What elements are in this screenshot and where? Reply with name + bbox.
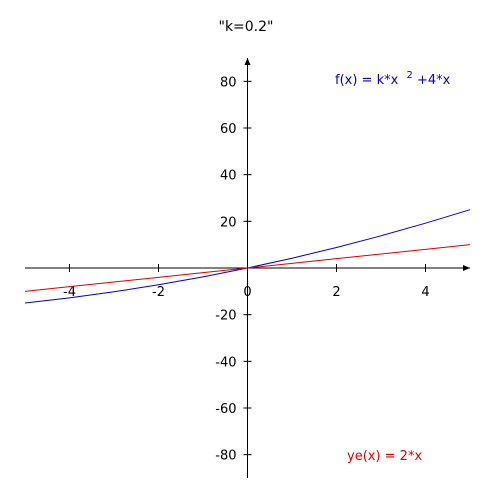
- series-layer: [24, 209, 471, 304]
- x-ticks: -4 -2 0 2 4: [63, 264, 430, 300]
- y-tick-label: 60: [220, 122, 237, 137]
- legend-f: f(x) = k*x 2 +4*x: [335, 67, 451, 88]
- legend-f-tail: +4*x: [417, 73, 451, 88]
- x-tick-label: -4: [63, 285, 76, 300]
- legend-ye: ye(x) = 2*x: [347, 449, 422, 464]
- x-axis-arrow: [463, 265, 470, 271]
- y-tick-label: -60: [215, 402, 236, 417]
- x-tick-label: 2: [332, 285, 340, 300]
- y-tick-label: -80: [215, 449, 236, 464]
- y-ticks: -80 -60 -40 -20 20 40 60 80: [215, 75, 252, 464]
- x-tick-label: -2: [152, 285, 165, 300]
- legend-ye-main: ye(x) = 2*x: [347, 449, 422, 464]
- legend-f-main: f(x) = k*x: [335, 73, 399, 88]
- y-tick-label: 40: [220, 169, 237, 184]
- y-axis-arrow: [244, 58, 251, 65]
- y-tick-label: 20: [220, 215, 237, 230]
- legend-f-sup: 2: [406, 70, 412, 81]
- y-tick-label: -40: [215, 355, 236, 370]
- y-tick-label: 80: [220, 75, 237, 90]
- y-tick-label: -20: [215, 309, 236, 324]
- x-tick-label: 0: [243, 285, 251, 300]
- series-line-ye: [24, 244, 471, 292]
- chart-title: "k=0.2": [219, 19, 274, 35]
- x-tick-label: 4: [421, 285, 429, 300]
